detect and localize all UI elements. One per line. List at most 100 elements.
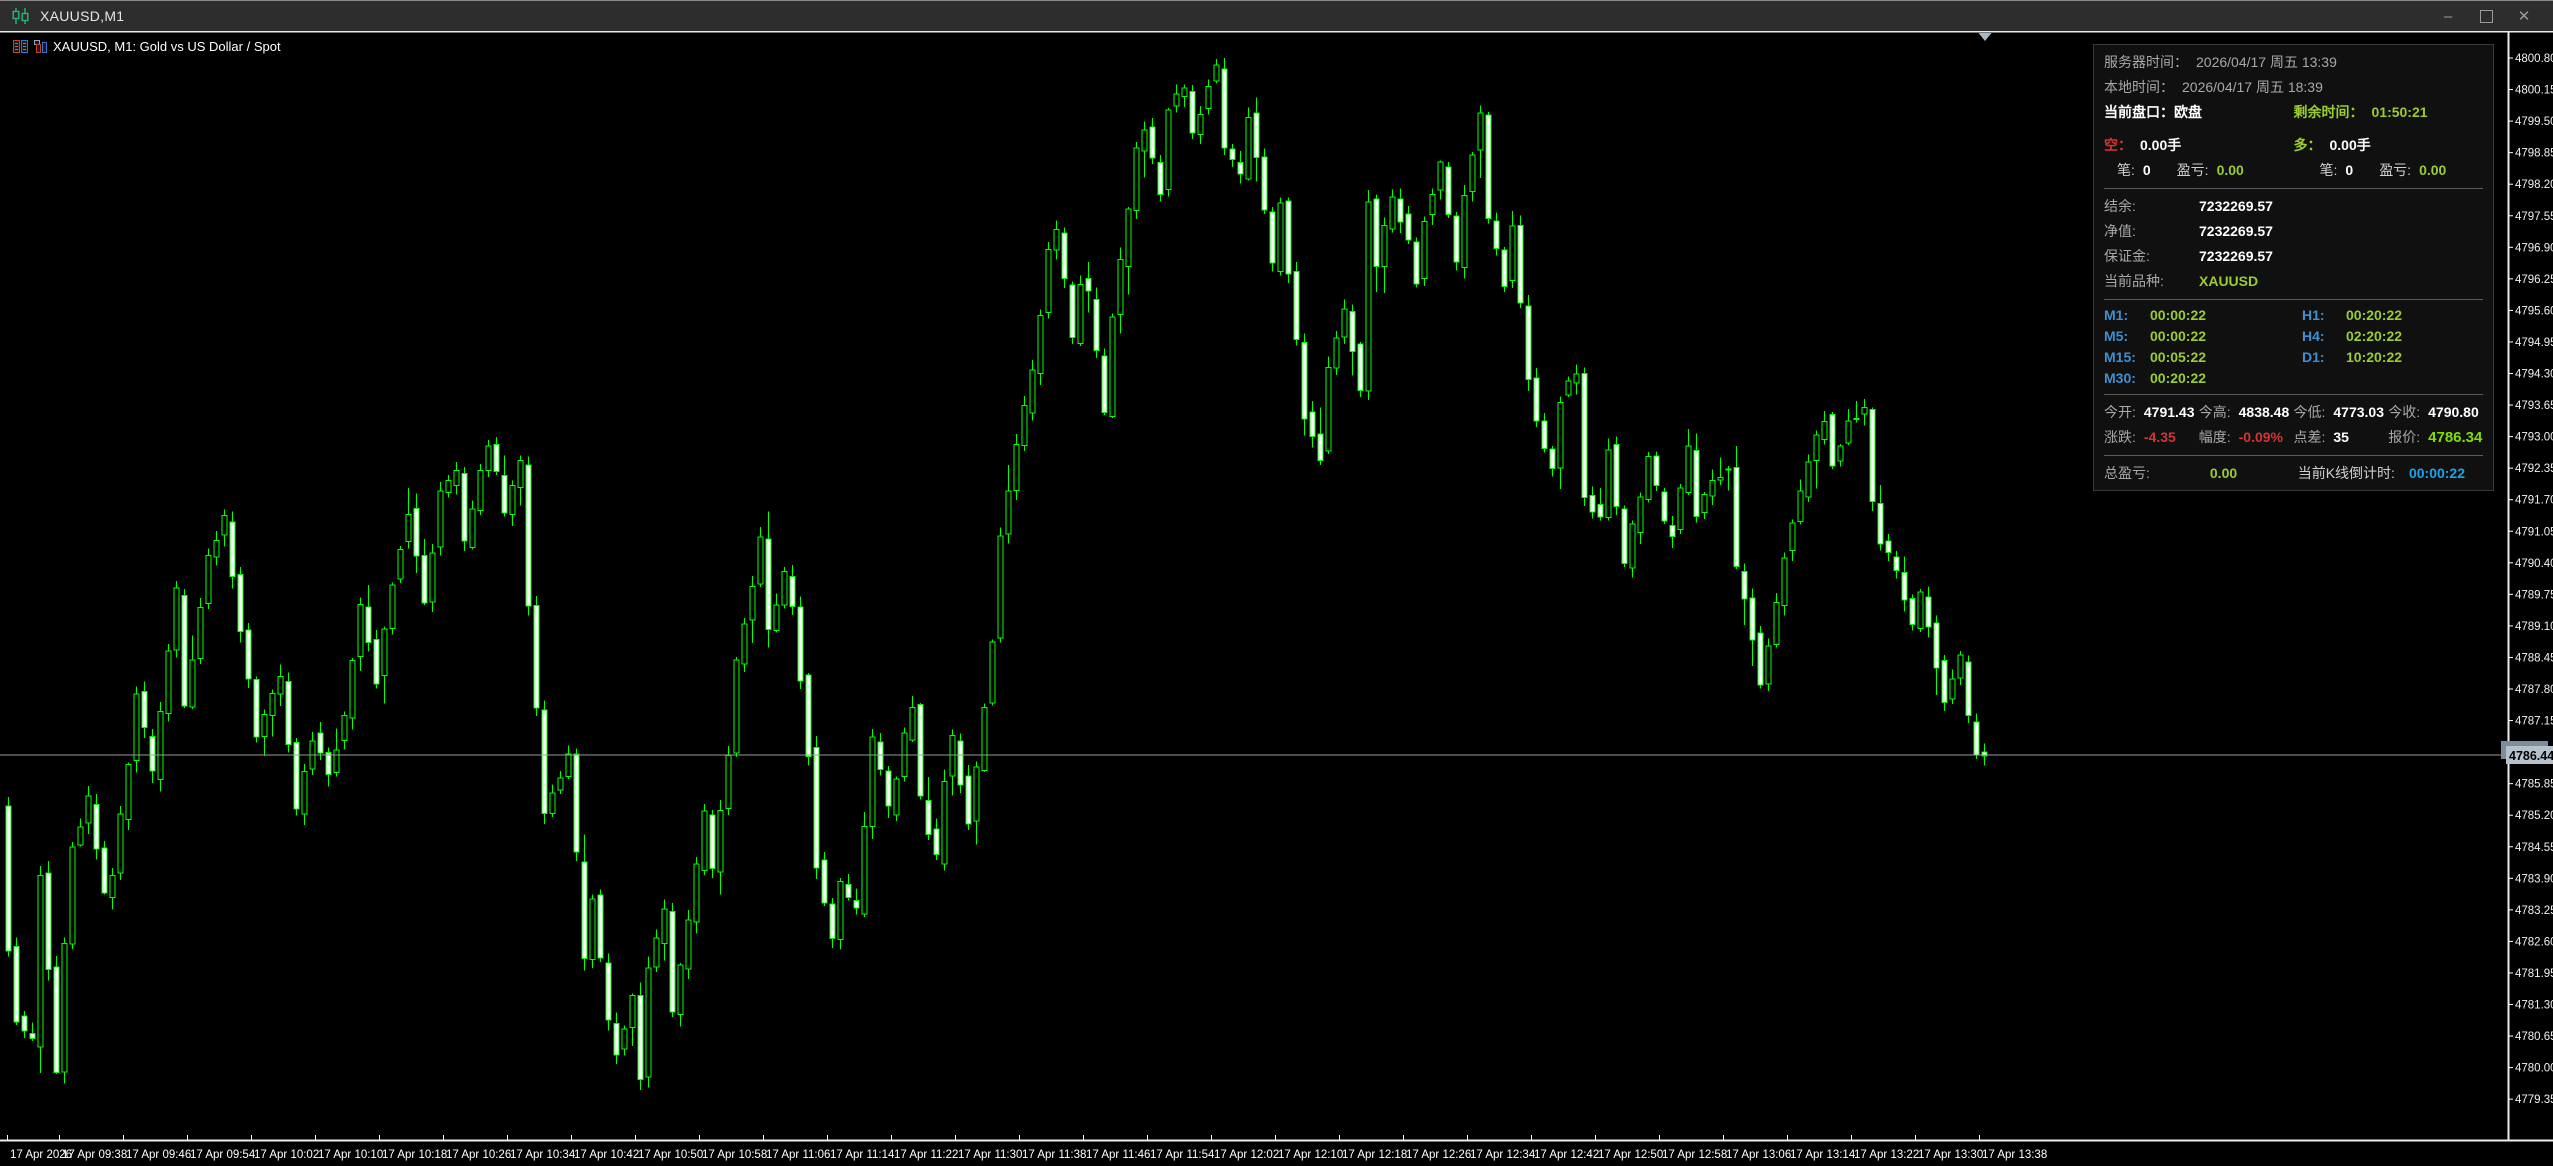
svg-text:17 Apr 10:58: 17 Apr 10:58 <box>702 1149 767 1161</box>
svg-text:4791.05: 4791.05 <box>2515 526 2553 538</box>
svg-text:4783.90: 4783.90 <box>2515 873 2553 885</box>
svg-text:17 Apr 13:38: 17 Apr 13:38 <box>1982 1149 2047 1161</box>
long-label: 多： <box>2293 137 2322 153</box>
balance-row: 结余: 7232269.57 <box>2094 194 2493 219</box>
tf-m1-label: M1: <box>2104 307 2129 323</box>
svg-text:17 Apr 12:50: 17 Apr 12:50 <box>1598 1149 1663 1161</box>
svg-text:17 Apr 11:54: 17 Apr 11:54 <box>1150 1149 1215 1161</box>
svg-text:17 Apr 09:54: 17 Apr 09:54 <box>190 1149 256 1161</box>
short-pl: 0.00 <box>2216 162 2244 178</box>
tf-d1-label: D1: <box>2302 349 2325 365</box>
chart-symbol-header: XAUUSD, M1: Gold vs US Dollar / Spot <box>13 39 281 54</box>
positions-detail-row: 笔: 0 盈亏: 0.00 笔: 0 盈亏: 0.00 <box>2094 158 2493 183</box>
symbol-row: 当前品种: XAUUSD <box>2094 269 2493 294</box>
svg-text:17 Apr 13:22: 17 Apr 13:22 <box>1854 1149 1919 1161</box>
svg-text:17 Apr 09:46: 17 Apr 09:46 <box>126 1149 191 1161</box>
total-pl-row: 总盈亏: 0.00 当前K线倒计时: 00:00:22 <box>2094 461 2493 486</box>
svg-text:17 Apr 12:18: 17 Apr 12:18 <box>1342 1149 1407 1161</box>
svg-text:17 Apr 10:18: 17 Apr 10:18 <box>382 1149 447 1161</box>
balance-label: 结余: <box>2104 198 2136 214</box>
svg-text:17 Apr 12:34: 17 Apr 12:34 <box>1470 1149 1536 1161</box>
svg-text:4787.80: 4787.80 <box>2515 684 2553 696</box>
timeframe-row: M15: 00:05:22 D1: 10:20:22 <box>2094 347 2493 368</box>
long-pl: 0.00 <box>2419 162 2447 178</box>
svg-text:4796.90: 4796.90 <box>2515 242 2553 254</box>
svg-text:17 Apr 10:50: 17 Apr 10:50 <box>638 1149 703 1161</box>
svg-text:4787.15: 4787.15 <box>2515 716 2553 728</box>
range-label: 幅度: <box>2198 429 2231 445</box>
depth-of-market-icon[interactable] <box>33 40 48 53</box>
tf-h4-label: H4: <box>2302 328 2325 344</box>
open-value: 4791.43 <box>2143 404 2195 420</box>
svg-text:4781.95: 4781.95 <box>2515 968 2553 980</box>
tf-m15-label: M15: <box>2104 349 2136 365</box>
close-button[interactable]: ✕ <box>2517 8 2531 25</box>
info-panel: 服务器时间： 2026/04/17 周五 13:39 本地时间： 2026/04… <box>2093 44 2494 491</box>
svg-text:4800.80: 4800.80 <box>2515 53 2553 65</box>
svg-text:4798.85: 4798.85 <box>2515 148 2553 160</box>
candles <box>5 58 1988 1091</box>
svg-text:17 Apr 10:02: 17 Apr 10:02 <box>254 1149 319 1161</box>
daily-quotes-row: 今开: 4791.43 今高: 4838.48 今低: 4773.03 今收: 4790… <box>2094 400 2493 425</box>
session-label: 当前盘口： <box>2104 104 2174 120</box>
minimize-button[interactable]: – <box>2443 7 2453 25</box>
candle-countdown-label: 当前K线倒计时: <box>2297 465 2395 481</box>
price-axis[interactable]: 4800.80 4800.15 4799.50 4798.85 4798.20 4797.… <box>2508 53 2553 1106</box>
candle-countdown-value: 00:00:22 <box>2408 465 2465 481</box>
local-time-value: 2026/04/17 周五 18:39 <box>2182 79 2323 95</box>
panel-divider <box>2104 188 2483 189</box>
svg-text:4786.44: 4786.44 <box>2509 749 2553 763</box>
one-click-trading-icon[interactable] <box>13 40 28 53</box>
svg-text:4794.95: 4794.95 <box>2515 337 2553 349</box>
svg-text:4790.40: 4790.40 <box>2515 558 2553 570</box>
svg-text:4789.75: 4789.75 <box>2515 589 2553 601</box>
total-pl-label: 总盈亏: <box>2104 465 2150 481</box>
long-count: 0 <box>2345 162 2354 178</box>
chart-symbol-label: XAUUSD, M1: Gold vs US Dollar / Spot <box>53 39 281 54</box>
panel-divider <box>2104 299 2483 300</box>
quote-value: 4786.34 <box>2428 429 2483 446</box>
equity-row: 净值: 7232269.57 <box>2094 219 2493 244</box>
short-label: 空： <box>2104 137 2132 153</box>
low-label: 今低: <box>2293 404 2326 420</box>
low-value: 4773.03 <box>2333 404 2384 420</box>
range-value: -0.09% <box>2238 429 2283 445</box>
spread-value: 35 <box>2333 429 2349 445</box>
tf-h1-label: H1: <box>2302 307 2325 323</box>
timeframe-row: M1: 00:00:22 H1: 00:20:22 <box>2094 305 2493 326</box>
maximize-button[interactable] <box>2467 1 2505 31</box>
timeframe-row: M30: 00:20:22 <box>2094 368 2493 389</box>
svg-text:17 Apr 10:10: 17 Apr 10:10 <box>318 1149 383 1161</box>
svg-text:17 Apr 12:42: 17 Apr 12:42 <box>1534 1149 1599 1161</box>
svg-text:17 Apr 10:42: 17 Apr 10:42 <box>574 1149 639 1161</box>
svg-text:4800.15: 4800.15 <box>2515 85 2553 97</box>
tf-m1-value: 00:00:22 <box>2150 307 2207 323</box>
tf-m30-value: 00:20:22 <box>2150 370 2207 386</box>
tf-m30-label: M30: <box>2104 370 2136 386</box>
long-lots: 0.00手 <box>2329 137 2371 153</box>
tf-m15-value: 00:05:22 <box>2150 349 2207 365</box>
svg-text:17 Apr 11:06: 17 Apr 11:06 <box>766 1149 830 1161</box>
svg-text:17 Apr 2026: 17 Apr 2026 <box>10 1149 72 1161</box>
timeframe-row: M5: 00:00:22 H4: 02:20:22 <box>2094 326 2493 347</box>
current-symbol-label: 当前品种: <box>2104 273 2164 289</box>
svg-text:17 Apr 13:06: 17 Apr 13:06 <box>1726 1149 1791 1161</box>
svg-text:4788.45: 4788.45 <box>2515 652 2553 664</box>
svg-text:17 Apr 12:58: 17 Apr 12:58 <box>1662 1149 1727 1161</box>
local-time-label: 本地时间： <box>2104 79 2174 95</box>
svg-text:17 Apr 13:30: 17 Apr 13:30 <box>1918 1149 1983 1161</box>
short-lots: 0.00手 <box>2140 137 2182 153</box>
high-label: 今高: <box>2198 404 2231 420</box>
svg-text:17 Apr 10:26: 17 Apr 10:26 <box>446 1149 511 1161</box>
maximize-icon <box>2479 9 2493 23</box>
svg-text:17 Apr 11:14: 17 Apr 11:14 <box>830 1149 895 1161</box>
svg-text:17 Apr 09:38: 17 Apr 09:38 <box>62 1149 127 1161</box>
total-pl-value: 0.00 <box>2209 465 2238 481</box>
window-title: XAUUSD,M1 <box>40 8 125 24</box>
session-row: 当前盘口： 欧盘 剩余时间： 01:50:21 <box>2094 100 2493 125</box>
last-candle-marker-icon <box>1978 33 1992 41</box>
svg-text:4799.50: 4799.50 <box>2515 116 2553 128</box>
high-value: 4838.48 <box>2238 404 2290 420</box>
